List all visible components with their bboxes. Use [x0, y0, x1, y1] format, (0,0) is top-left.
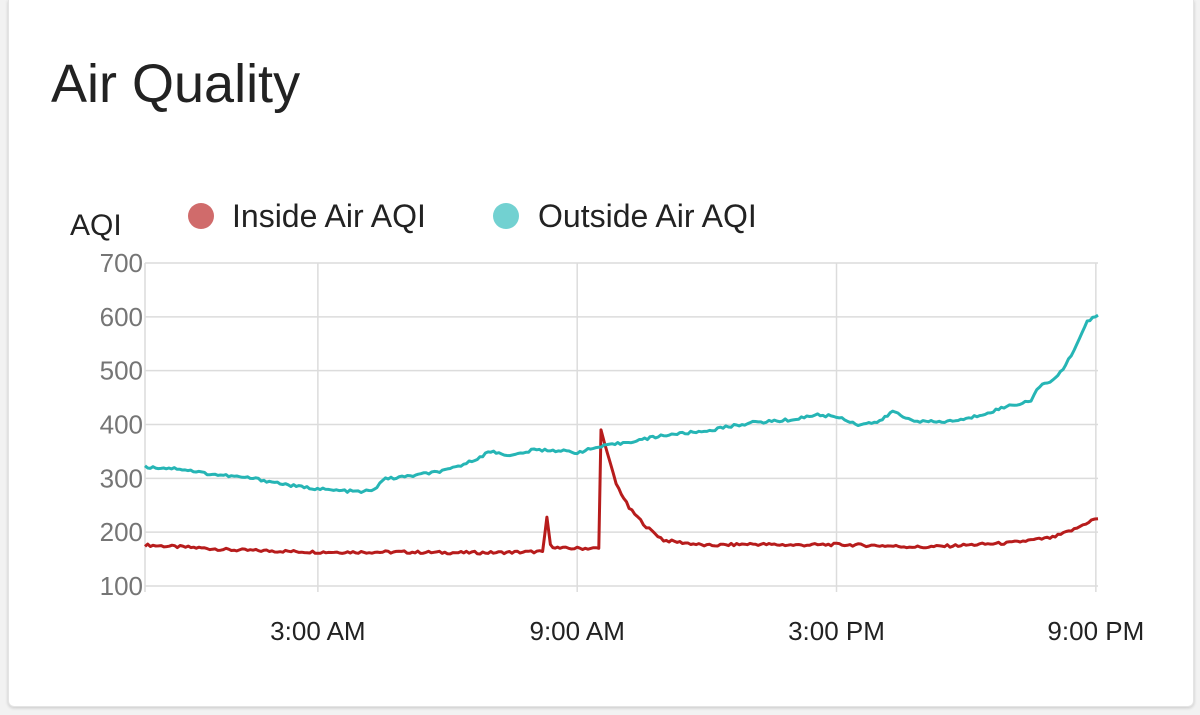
y-tick-label: 500	[100, 356, 143, 386]
card-title: Air Quality	[51, 54, 301, 114]
x-tick-label: 9:00 PM	[1047, 616, 1144, 646]
legend-label-inside: Inside Air AQI	[232, 198, 426, 234]
legend-dot-inside	[188, 203, 214, 229]
x-axis-ticks: 3:00 AM 9:00 AM 3:00 PM 9:00 PM	[270, 616, 1144, 646]
legend-item-outside[interactable]: Outside Air AQI	[493, 198, 757, 234]
legend-dot-outside	[493, 203, 519, 229]
y-tick-label: 400	[100, 410, 143, 440]
y-tick-label: 100	[100, 571, 143, 601]
series-line-inside-air-aqi	[144, 428, 1099, 556]
x-tick-label: 3:00 PM	[788, 616, 885, 646]
legend-item-inside[interactable]: Inside Air AQI	[188, 198, 426, 234]
y-axis-ticks: 700 600 500 400 300 200 100	[100, 248, 143, 601]
y-tick-label: 300	[100, 463, 143, 493]
y-tick-label: 200	[100, 517, 143, 547]
grid	[144, 262, 1098, 592]
series-lines	[144, 313, 1099, 556]
legend: Inside Air AQI Outside Air AQI	[188, 198, 757, 234]
y-tick-label: 600	[100, 302, 143, 332]
air-quality-card: Air Quality	[8, 0, 1194, 707]
y-axis-title: AQI	[70, 209, 122, 242]
legend-label-outside: Outside Air AQI	[538, 198, 757, 234]
y-tick-label: 700	[100, 248, 143, 278]
series-line-outside-air-aqi	[144, 313, 1099, 494]
x-tick-label: 9:00 AM	[529, 616, 624, 646]
x-tick-label: 3:00 AM	[270, 616, 365, 646]
